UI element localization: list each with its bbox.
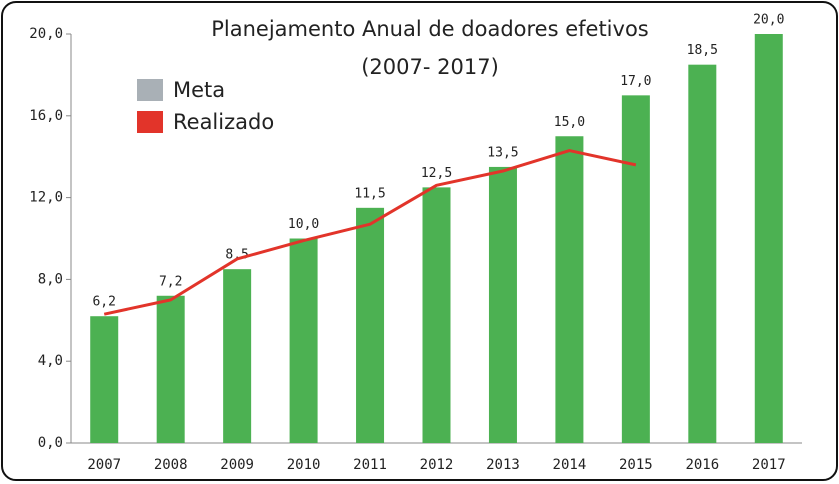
x-tick-label: 2015: [619, 457, 653, 473]
legend-label: Realizado: [173, 110, 274, 134]
value-label: 8,5: [225, 248, 248, 263]
value-label: 17,0: [620, 74, 651, 89]
value-label: 6,2: [92, 295, 115, 310]
y-tick-label: 4,0: [38, 353, 63, 369]
value-label: 13,5: [487, 145, 518, 160]
value-label: 11,5: [354, 186, 385, 201]
x-tick-label: 2013: [486, 457, 520, 473]
value-label: 12,5: [421, 166, 452, 181]
x-tick-label: 2014: [553, 457, 587, 473]
chart-subtitle: (2007- 2017): [361, 55, 499, 79]
value-label: 10,0: [288, 217, 319, 232]
y-tick-label: 20,0: [29, 26, 63, 42]
bar: [488, 166, 517, 444]
legend-swatch: [137, 111, 163, 133]
y-tick-label: 8,0: [38, 271, 63, 287]
y-tick-label: 16,0: [29, 108, 63, 124]
bar: [156, 295, 185, 443]
bar: [621, 95, 650, 443]
x-tick-label: 2011: [353, 457, 387, 473]
y-tick-label: 12,0: [29, 190, 63, 206]
bar: [223, 269, 252, 443]
x-tick-label: 2009: [220, 457, 254, 473]
x-tick-label: 2016: [685, 457, 719, 473]
legend-swatch: [137, 79, 163, 101]
x-tick-label: 2010: [287, 457, 321, 473]
x-tick-label: 2012: [420, 457, 454, 473]
bar: [422, 187, 451, 443]
y-tick-label: 0,0: [38, 435, 63, 451]
bar: [289, 238, 318, 443]
line: [103, 149, 637, 316]
bar: [356, 207, 385, 443]
bar: [754, 34, 783, 443]
bar: [555, 136, 584, 443]
value-label: 15,0: [554, 115, 585, 130]
x-tick-label: 2017: [752, 457, 786, 473]
value-label: 18,5: [687, 43, 718, 58]
value-label: 20,0: [753, 13, 784, 28]
bar: [90, 316, 119, 443]
bar: [688, 64, 717, 444]
legend-label: Meta: [173, 78, 225, 102]
chart-title: Planejamento Anual de doadores efetivos: [211, 17, 648, 41]
x-tick-label: 2007: [87, 457, 121, 473]
x-tick-label: 2008: [154, 457, 188, 473]
value-label: 7,2: [159, 274, 182, 289]
